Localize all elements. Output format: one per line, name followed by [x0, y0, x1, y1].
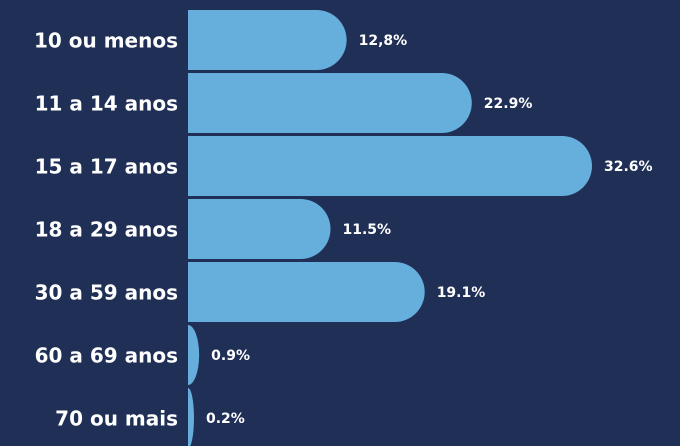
category-label: 18 a 29 anos	[35, 218, 178, 242]
bar	[188, 10, 347, 70]
bar	[188, 73, 472, 133]
category-label: 60 a 69 anos	[35, 344, 178, 368]
value-label: 0.2%	[206, 411, 245, 427]
value-label: 12,8%	[359, 33, 408, 49]
value-label: 19.1%	[437, 285, 486, 301]
category-label: 15 a 17 anos	[35, 155, 178, 179]
category-label: 30 a 59 anos	[35, 281, 178, 305]
category-label: 70 ou mais	[55, 407, 178, 431]
bar	[188, 325, 200, 385]
bar	[188, 199, 331, 260]
category-label: 10 ou menos	[34, 29, 178, 53]
value-label: 0.9%	[211, 348, 250, 364]
value-label: 11.5%	[343, 222, 392, 238]
bar	[188, 262, 425, 322]
bar	[188, 388, 194, 446]
category-label: 11 a 14 anos	[35, 92, 178, 116]
bar	[188, 136, 592, 196]
value-label: 32.6%	[604, 159, 653, 175]
value-label: 22.9%	[484, 96, 533, 112]
